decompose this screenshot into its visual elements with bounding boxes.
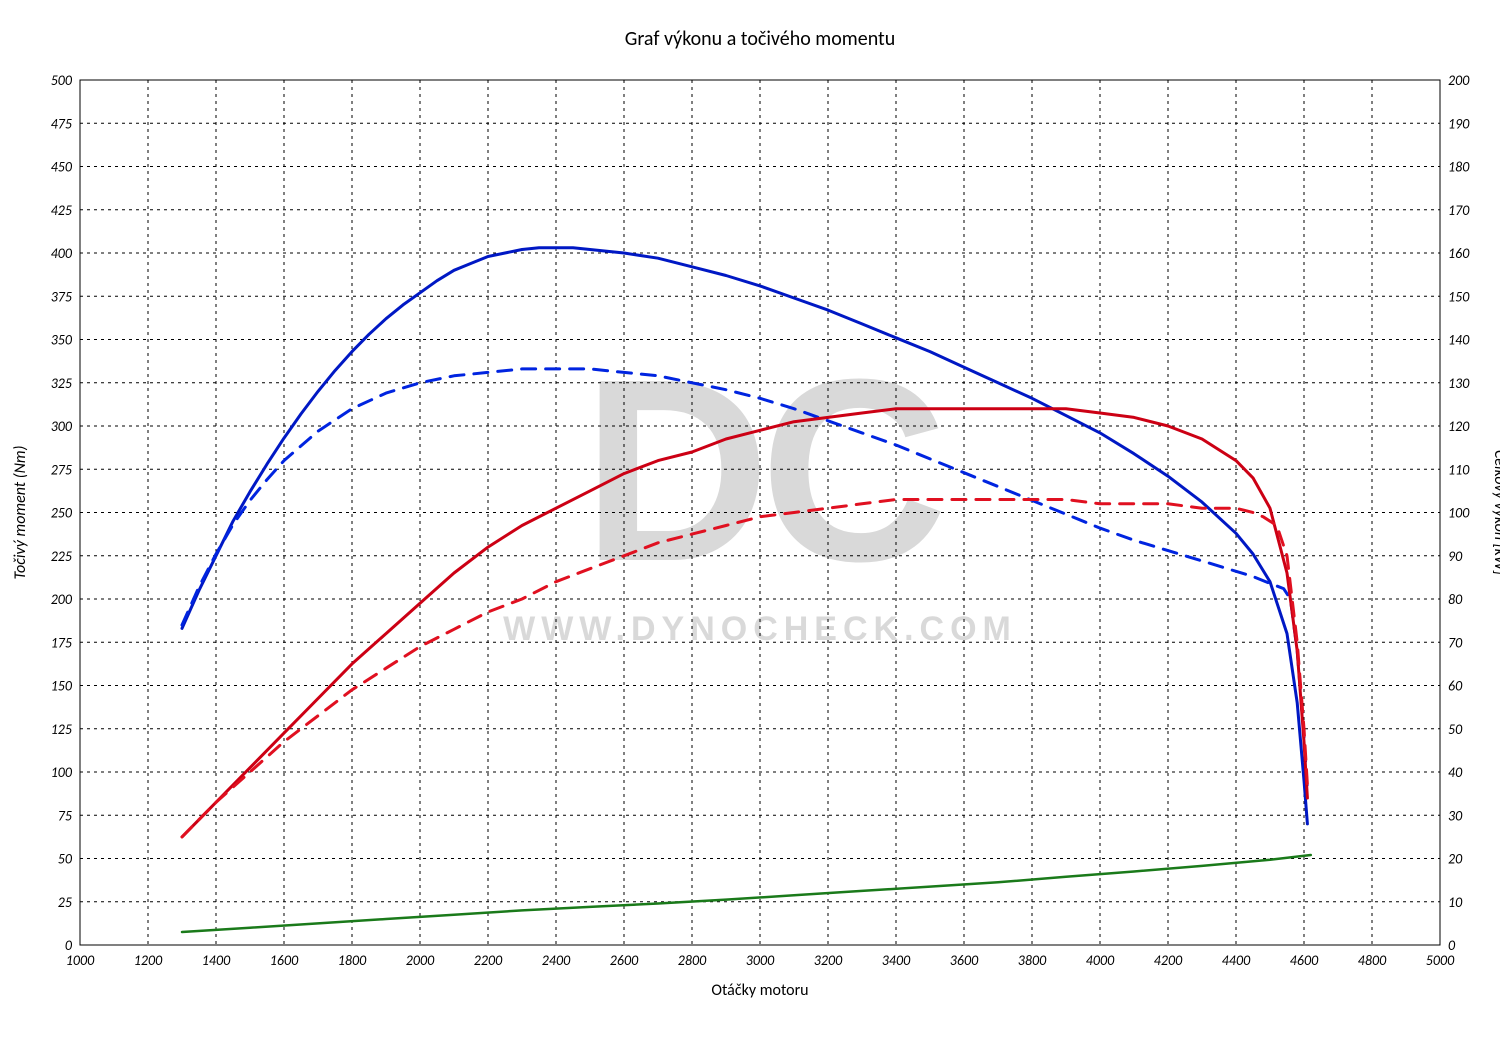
svg-text:475: 475 [51,115,72,132]
svg-text:10: 10 [1448,894,1463,911]
svg-text:140: 140 [1448,332,1470,349]
svg-text:150: 150 [51,678,73,695]
svg-text:425: 425 [51,202,72,219]
svg-text:325: 325 [51,375,72,392]
svg-text:3400: 3400 [882,952,911,969]
svg-text:20: 20 [1448,851,1463,868]
svg-text:2800: 2800 [678,952,707,969]
svg-text:25: 25 [58,894,72,911]
svg-text:125: 125 [51,721,72,738]
svg-text:120: 120 [1448,418,1470,435]
watermark-big-text: DC [582,326,943,616]
y-left-tick-labels: 0 25 50 75 100 125 150 175 200 225 250 275 300 325 350… [51,72,73,954]
svg-text:2000: 2000 [406,952,435,969]
svg-text:500: 500 [51,72,73,89]
svg-text:400: 400 [51,245,73,262]
x-tick-labels: 1000 1200 1400 1600 1800 2000 2200 2400 2600 2800… [66,952,1455,969]
svg-text:450: 450 [51,159,73,176]
svg-text:4200: 4200 [1154,952,1183,969]
svg-text:160: 160 [1448,245,1470,262]
svg-text:100: 100 [1448,505,1470,522]
svg-text:200: 200 [51,591,73,608]
svg-text:70: 70 [1448,634,1463,651]
svg-text:170: 170 [1448,202,1470,219]
svg-text:1200: 1200 [134,952,163,969]
svg-text:1000: 1000 [66,952,95,969]
svg-text:225: 225 [51,548,72,565]
svg-text:200: 200 [1448,72,1470,89]
svg-text:75: 75 [58,807,72,824]
svg-text:300: 300 [51,418,73,435]
svg-text:60: 60 [1448,678,1463,695]
svg-text:130: 130 [1448,375,1470,392]
x-axis-label: Otáčky motoru [711,981,808,1000]
svg-text:40: 40 [1448,764,1463,781]
svg-text:90: 90 [1448,548,1463,565]
y-left-axis-label: Točivý moment (Nm) [11,446,30,580]
svg-text:350: 350 [51,332,73,349]
svg-text:50: 50 [1448,721,1463,738]
svg-text:250: 250 [51,505,73,522]
svg-text:2200: 2200 [474,952,503,969]
svg-text:150: 150 [1448,288,1470,305]
svg-text:3800: 3800 [1018,952,1047,969]
series-loss_power [182,855,1311,932]
svg-text:100: 100 [51,764,73,781]
svg-text:110: 110 [1448,461,1470,478]
svg-text:4000: 4000 [1086,952,1115,969]
svg-text:1600: 1600 [270,952,299,969]
svg-text:375: 375 [51,288,72,305]
svg-text:4600: 4600 [1290,952,1319,969]
svg-text:1400: 1400 [202,952,231,969]
y-right-tick-labels: 0 10 20 30 40 50 60 70 80 90 100 110 120 130 140 150 160… [1448,72,1470,954]
svg-text:5000: 5000 [1426,952,1455,969]
svg-text:175: 175 [51,634,72,651]
svg-text:2400: 2400 [542,952,571,969]
chart-svg: DC WWW.DYNOCHECK.COM 1000120014001600180… [0,0,1500,1041]
svg-text:3000: 3000 [746,952,775,969]
svg-text:4800: 4800 [1358,952,1387,969]
svg-text:0: 0 [1448,937,1456,954]
dyno-chart: { "chart": { "type": "line", "title": "G… [0,0,1500,1041]
svg-text:1800: 1800 [338,952,367,969]
svg-text:4400: 4400 [1222,952,1251,969]
svg-text:50: 50 [58,851,73,868]
svg-text:0: 0 [65,937,73,954]
chart-title: Graf výkonu a točivého momentu [625,27,896,51]
svg-text:190: 190 [1448,115,1470,132]
svg-text:3200: 3200 [814,952,843,969]
svg-text:275: 275 [51,461,72,478]
svg-text:30: 30 [1448,807,1463,824]
svg-text:180: 180 [1448,159,1470,176]
grid [80,80,1440,945]
svg-text:3600: 3600 [950,952,979,969]
y-right-axis-label: Celkový výkon [kW] [1490,450,1500,575]
svg-text:2600: 2600 [610,952,639,969]
svg-text:80: 80 [1448,591,1463,608]
